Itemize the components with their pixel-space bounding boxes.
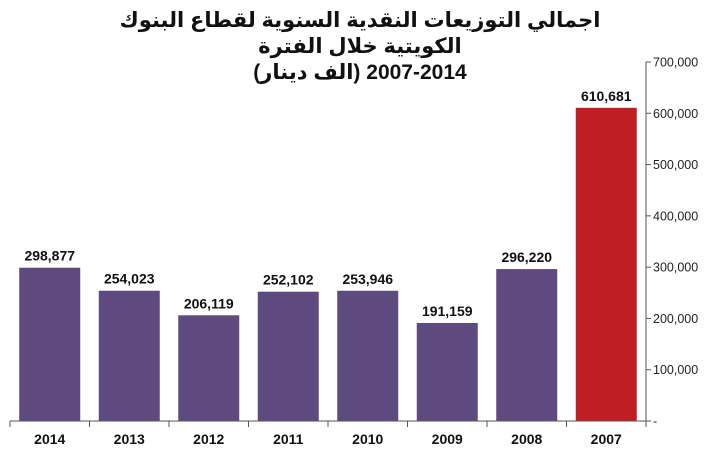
chart-title-line-2: 2007-2014 (الف دينار): [253, 61, 467, 84]
x-tick-label-2012: 2012: [193, 431, 224, 447]
data-label-2012: 206,119: [184, 295, 234, 311]
bar-2009: [416, 322, 478, 421]
bar-2011: [257, 291, 319, 421]
y-tick-label-0: -: [653, 415, 657, 429]
y-tick-label-300000: 300,000: [653, 261, 698, 275]
bar-2013: [98, 290, 160, 421]
data-label-2010: 253,946: [342, 271, 393, 287]
chart-title-line-1: اجمالي التوزيعات النقدية السنوية لقطاع ا…: [119, 9, 601, 58]
x-tick-label-2009: 2009: [432, 431, 463, 447]
data-label-2009: 191,159: [422, 303, 473, 319]
y-tick-label-100000: 100,000: [653, 363, 698, 377]
bar-2007: [575, 107, 637, 421]
data-label-2008: 296,220: [501, 249, 552, 265]
x-tick-label-2014: 2014: [34, 431, 65, 447]
data-label-2011: 252,102: [263, 272, 314, 288]
y-tick-label-700000: 700,000: [653, 56, 698, 70]
bar-2010: [337, 290, 399, 421]
y-tick-label-600000: 600,000: [653, 107, 698, 121]
x-tick-label-2013: 2013: [114, 431, 145, 447]
x-tick-label-2008: 2008: [511, 431, 542, 447]
bar-2008: [496, 269, 558, 421]
x-tick-label-2007: 2007: [591, 431, 622, 447]
x-tick-label-2010: 2010: [352, 431, 383, 447]
data-label-2014: 298,877: [24, 248, 75, 264]
y-tick-label-400000: 400,000: [653, 209, 698, 223]
chart-title: اجمالي التوزيعات النقدية السنوية لقطاع ا…: [90, 8, 630, 86]
bar-2012: [178, 315, 240, 421]
x-tick-label-2011: 2011: [273, 431, 304, 447]
data-label-2013: 254,023: [104, 271, 155, 287]
bar-2014: [19, 267, 81, 421]
data-label-2007: 610,681: [581, 88, 632, 104]
y-tick-label-200000: 200,000: [653, 312, 698, 326]
y-tick-label-500000: 500,000: [653, 158, 698, 172]
